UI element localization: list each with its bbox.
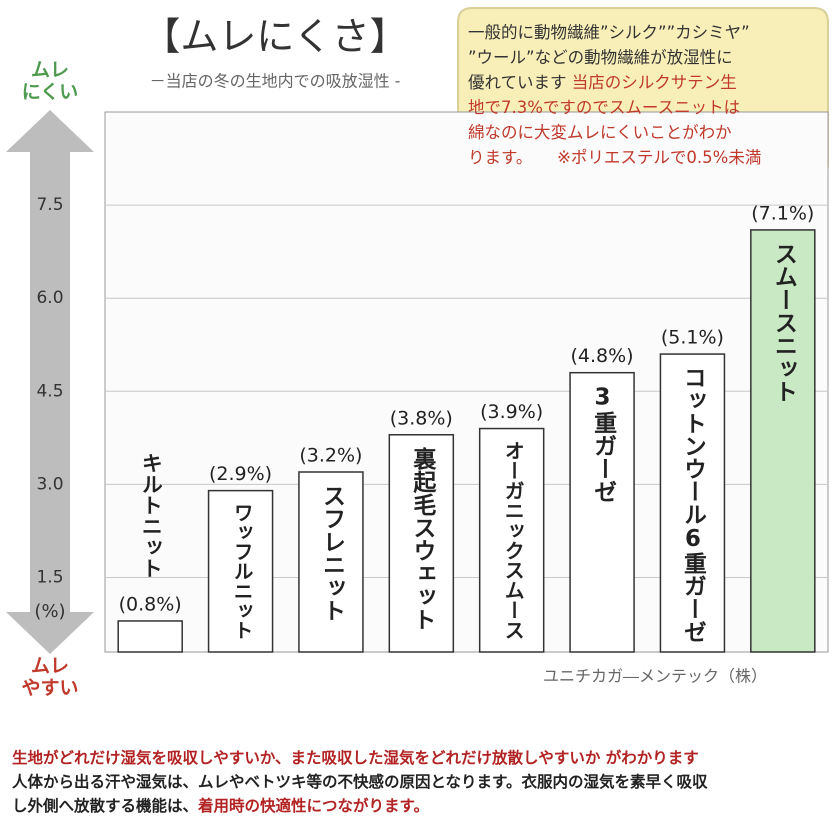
text-line: 綿なのに大変ムレにくいことがわか xyxy=(468,120,828,145)
category-label: スフレニット xyxy=(318,484,345,622)
category-label: コットンウール6重ガーゼ xyxy=(680,366,706,643)
chart-title: 【ムレにくさ】 xyxy=(142,15,407,59)
bar xyxy=(117,620,183,653)
bar xyxy=(569,371,635,653)
bar xyxy=(207,489,274,653)
bar xyxy=(750,229,816,653)
y-tick-label: 6.0 xyxy=(36,288,63,308)
text-segment: 当店のシルクサテン生 xyxy=(571,73,737,92)
category-label: ワッフルニット xyxy=(230,503,253,640)
bar xyxy=(388,434,455,653)
y-tick-label: 1.5 xyxy=(36,568,63,588)
chart-subtitle: －当店の冬の生地内での吸放湿性 - xyxy=(150,72,401,91)
value-label: (3.2%) xyxy=(299,445,362,467)
y-tick-label: 7.5 xyxy=(36,195,63,215)
text-segment: 着用時の快適性につながります。 xyxy=(198,797,429,815)
text-segment: 人体から出る汗や湿気は、ムレやベトツキ等の不快感の原因となります。衣服内の湿気を… xyxy=(12,773,708,791)
callout-text: 一般的に動物繊維”シルク””カシミヤ” ”ウール”などの動物繊維が放湿性に 優れてい… xyxy=(468,20,828,170)
footer-text: 生地がどれだけ湿気を吸収しやすいか、また吸収した湿気をどれだけ放散しやすいか が… xyxy=(12,746,838,818)
bar xyxy=(298,471,364,653)
y-tick-label: 4.5 xyxy=(36,381,63,401)
y-tick-label: 3.0 xyxy=(36,474,63,494)
value-label: (2.9%) xyxy=(209,463,272,485)
y-unit: (%) xyxy=(34,601,65,622)
text-segment: 地で7.3%ですのでスムースニットは xyxy=(468,98,741,117)
text-segment: 一般的に動物繊維”シルク””カシミヤ” xyxy=(468,23,750,42)
axis-end-label: ムレにくい xyxy=(22,59,79,103)
text-line: 地で7.3%ですのでスムースニットは xyxy=(468,95,828,120)
text-segment: ”ウール”などの動物繊維が放湿性に xyxy=(468,48,733,67)
bar xyxy=(659,353,726,653)
value-label: (5.1%) xyxy=(661,327,724,349)
axis-arrow xyxy=(6,110,94,654)
text-line: し外側へ放散する機能は、着用時の快適性につながります。 xyxy=(12,794,838,818)
text-line: ”ウール”などの動物繊維が放湿性に xyxy=(468,45,828,70)
value-label: (4.8%) xyxy=(571,345,634,367)
category-label: スムースニット xyxy=(770,242,797,403)
value-label: (3.8%) xyxy=(390,407,453,429)
bar xyxy=(478,427,545,653)
text-line: 優れています 当店のシルクサテン生 xyxy=(468,70,828,95)
text-segment: ります。 xyxy=(468,148,525,167)
text-line: 人体から出る汗や湿気は、ムレやベトツキ等の不快感の原因となります。衣服内の湿気を… xyxy=(12,770,838,794)
category-label: オーガニックスムース xyxy=(501,441,525,640)
text-segment: 生地がどれだけ湿気を吸収しやすいか、また吸収した湿気をどれだけ放散しやすいか が… xyxy=(12,749,699,767)
text-segment: し外側へ放散する機能は、 xyxy=(12,797,199,815)
category-label: 裏起毛スウェット xyxy=(409,446,438,631)
text-line: ります。 ※ポリエステルで0.5%未満 xyxy=(468,145,828,170)
category-label: 3重ガーゼ xyxy=(590,385,618,503)
text-segment: 優れています xyxy=(468,73,572,92)
text-segment: 綿なのに大変ムレにくいことがわか xyxy=(468,123,732,142)
text-line: 一般的に動物繊維”シルク””カシミヤ” xyxy=(468,20,828,45)
text-line: 生地がどれだけ湿気を吸収しやすいか、また吸収した湿気をどれだけ放散しやすいか が… xyxy=(12,746,838,770)
value-label: (0.8%) xyxy=(119,593,182,615)
category-label: キルトニット xyxy=(139,452,163,578)
value-label: (7.1%) xyxy=(751,202,814,224)
value-label: (3.9%) xyxy=(480,401,543,423)
source: ユニチカガ―メンテック（株） xyxy=(543,667,767,686)
text-segment: ※ポリエステルで0.5%未満 xyxy=(524,148,762,167)
axis-end-label: ムレやすい xyxy=(21,655,78,699)
